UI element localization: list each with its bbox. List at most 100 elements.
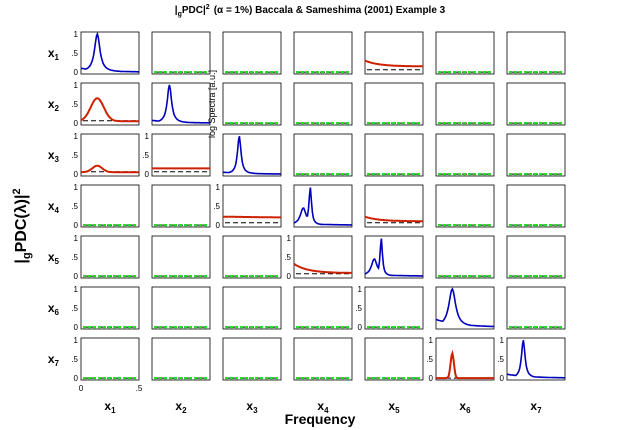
panel-frame — [151, 184, 211, 228]
panel-4-7 — [506, 184, 566, 228]
y-tick-label: 1 — [74, 183, 79, 192]
panel-frame — [435, 133, 495, 177]
panel-frame — [222, 286, 282, 330]
panel-frame — [364, 82, 424, 126]
col-label-x4: x4 — [317, 399, 329, 415]
spectrum-line — [151, 84, 210, 124]
col-label-x5: x5 — [388, 399, 400, 415]
y-tick-label: 1 — [74, 234, 79, 243]
ylabel-mid: PDC(λ)| — [13, 195, 30, 253]
x-tick-label: 0 — [79, 384, 84, 393]
title-pdc: PDC| — [182, 5, 206, 16]
figure-title: |gPDC|2 (α = 1%) Baccala & Sameshima (200… — [175, 4, 446, 18]
y-tick-label: 0 — [74, 68, 79, 77]
col-label-base: x — [175, 399, 182, 413]
panel-6-4 — [293, 286, 353, 330]
row-label-base: x — [48, 250, 55, 264]
panel-frame — [80, 337, 140, 381]
svg-text:|gPDC|2(α = 1%) Baccala & Same: |gPDC|2 (α = 1%) Baccala & Sameshima (200… — [175, 4, 446, 18]
panel-4-3: 0.51 — [213, 183, 282, 230]
x-tick-label: .5 — [136, 384, 143, 393]
panel-frame — [506, 31, 566, 75]
y-tick-label: 0 — [145, 170, 150, 179]
panel-6-3 — [222, 286, 282, 330]
col-label-x2: x2 — [175, 399, 187, 415]
panel-7-3 — [222, 337, 282, 381]
y-tick-label: 0 — [500, 374, 505, 383]
panel-3-6 — [435, 133, 495, 177]
panel-frame — [506, 184, 566, 228]
panel-2-7 — [506, 82, 566, 126]
panel-6-1: 0.51 — [71, 285, 140, 332]
panel-2-3 — [222, 82, 282, 126]
panel-frame — [435, 184, 495, 228]
panel-5-6 — [435, 235, 495, 279]
panel-frame — [435, 235, 495, 279]
panel-frame — [80, 184, 140, 228]
col-label-x6: x6 — [459, 399, 471, 415]
panel-frame — [364, 337, 424, 381]
y-tick-label: .5 — [71, 253, 78, 262]
panel-2-1: 0.51 — [71, 81, 140, 128]
panel-2-2 — [151, 82, 211, 126]
y-tick-label: .5 — [71, 100, 78, 109]
ylabel-sub: g — [21, 252, 33, 259]
row-label-sub: 2 — [55, 104, 60, 113]
title-sub: g — [178, 11, 182, 18]
row-label-base: x — [48, 148, 55, 162]
panel-frame — [151, 31, 211, 75]
panel-4-5 — [364, 184, 424, 228]
panel-7-5 — [364, 337, 424, 381]
y-tick-label: 1 — [358, 285, 363, 294]
panel-4-2 — [151, 184, 211, 228]
y-tick-label: 0 — [74, 170, 79, 179]
col-label-base: x — [530, 399, 537, 413]
y-tick-label: 0 — [216, 221, 221, 230]
panel-frame — [151, 337, 211, 381]
row-label-base: x — [48, 97, 55, 111]
panel-frame — [293, 82, 353, 126]
panel-3-2: 0.51 — [142, 132, 211, 179]
panel-5-5 — [364, 235, 424, 279]
panel-frame — [506, 133, 566, 177]
col-label-sub: 3 — [253, 406, 258, 415]
panel-frame — [151, 82, 211, 126]
panel-7-7: 0.51 — [497, 336, 566, 383]
panel-frame — [506, 337, 566, 381]
row-label-x1: x1 — [48, 46, 60, 62]
panel-4-4 — [293, 184, 353, 228]
title-open: | — [175, 5, 178, 16]
panel-5-2 — [151, 235, 211, 279]
panel-6-2 — [151, 286, 211, 330]
col-label-base: x — [317, 399, 324, 413]
col-label-base: x — [388, 399, 395, 413]
spectra-axis-label: log Spectra [a.u.] — [207, 70, 217, 138]
col-label-x3: x3 — [246, 399, 258, 415]
row-label-x7: x7 — [48, 352, 60, 368]
y-tick-label: .5 — [213, 202, 220, 211]
y-tick-label: 0 — [287, 272, 292, 281]
row-label-sub: 5 — [55, 257, 60, 266]
y-tick-label: .5 — [71, 202, 78, 211]
panel-frame — [506, 235, 566, 279]
spectrum-line — [222, 136, 281, 175]
panel-7-6: 0.51 — [426, 336, 495, 383]
y-tick-label: .5 — [426, 355, 433, 364]
y-axis-label: |gPDC(λ)|2 — [11, 188, 33, 263]
panel-6-5: 0.51 — [355, 285, 424, 332]
panel-2-6 — [435, 82, 495, 126]
row-label-base: x — [48, 46, 55, 60]
col-label-sub: 1 — [111, 406, 116, 415]
y-tick-label: .5 — [284, 253, 291, 262]
panel-frame — [435, 337, 495, 381]
y-tick-label: 1 — [287, 234, 292, 243]
y-tick-label: 0 — [74, 323, 79, 332]
y-tick-label: 0 — [74, 374, 79, 383]
panel-frame — [222, 133, 282, 177]
spectrum-line — [293, 187, 352, 226]
panel-4-1: 0.51 — [71, 183, 140, 230]
y-tick-label: 1 — [74, 336, 79, 345]
panel-7-4 — [293, 337, 353, 381]
pdc-significant-line — [223, 215, 282, 219]
y-tick-label: 1 — [500, 336, 505, 345]
